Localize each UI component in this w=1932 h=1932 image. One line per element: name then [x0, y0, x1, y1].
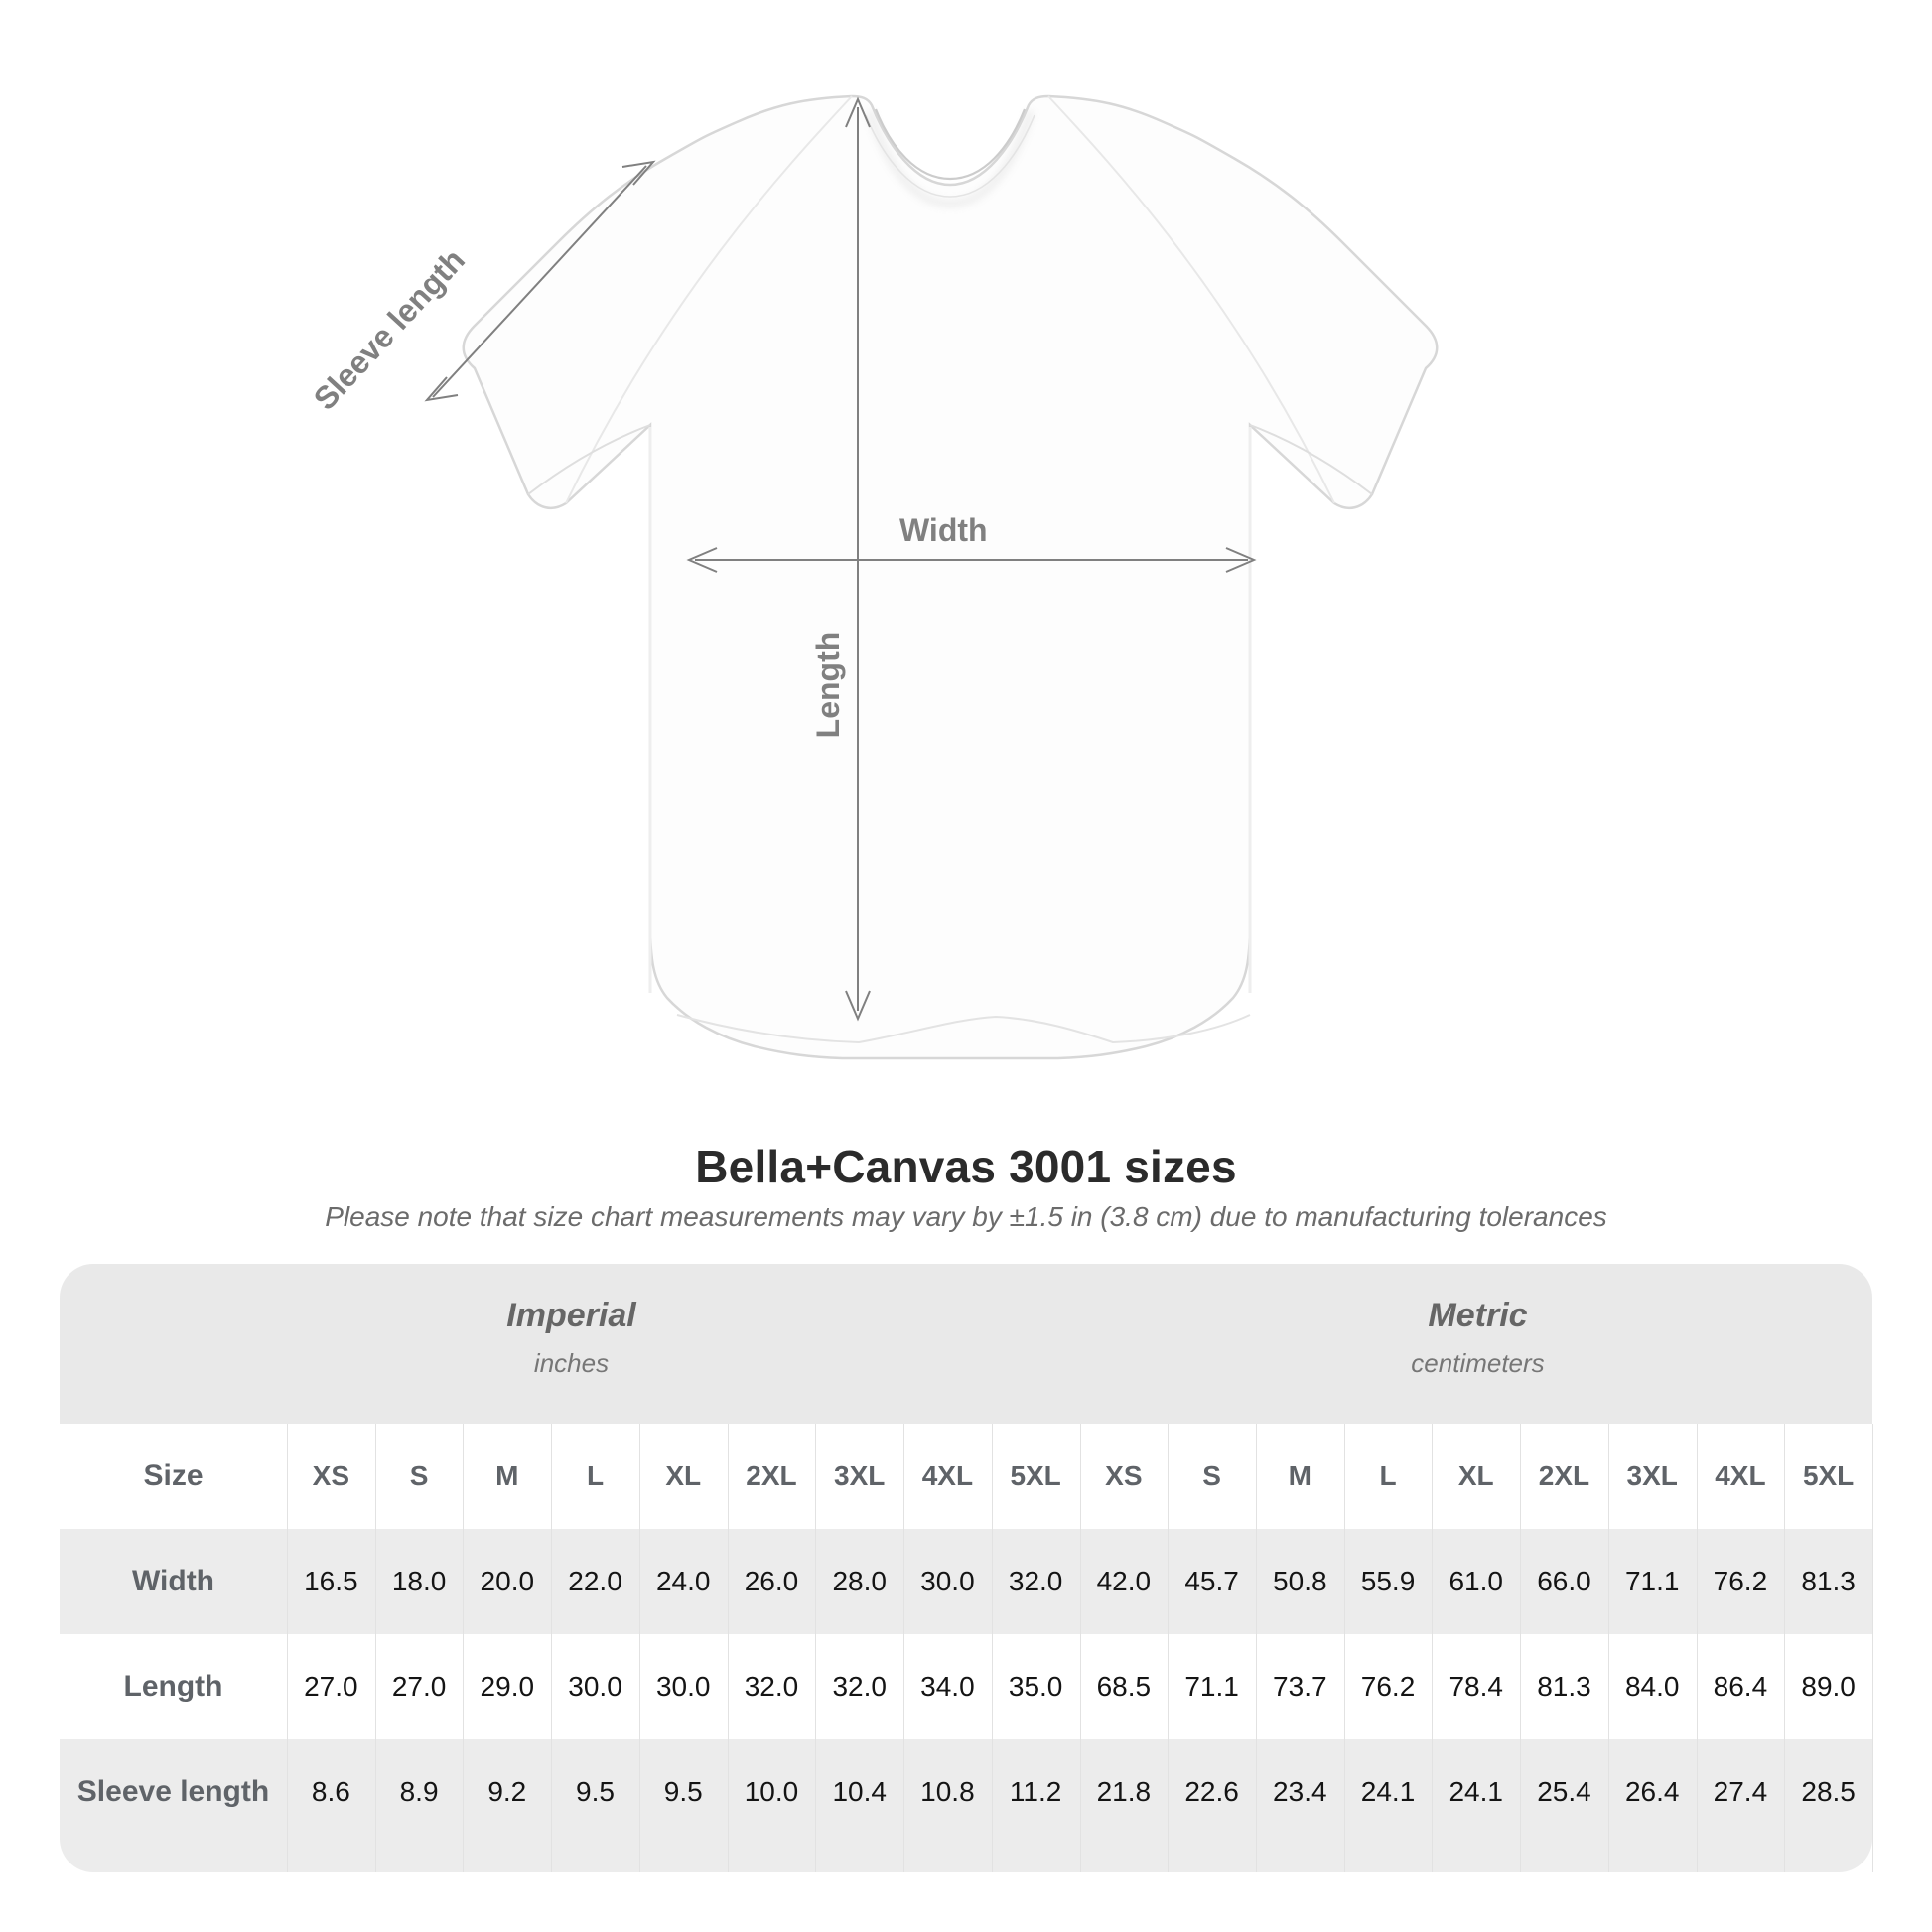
svg-text:Length: Length [810, 632, 846, 739]
svg-text:Sleeve length: Sleeve length [307, 242, 472, 417]
svg-text:Width: Width [899, 512, 988, 548]
